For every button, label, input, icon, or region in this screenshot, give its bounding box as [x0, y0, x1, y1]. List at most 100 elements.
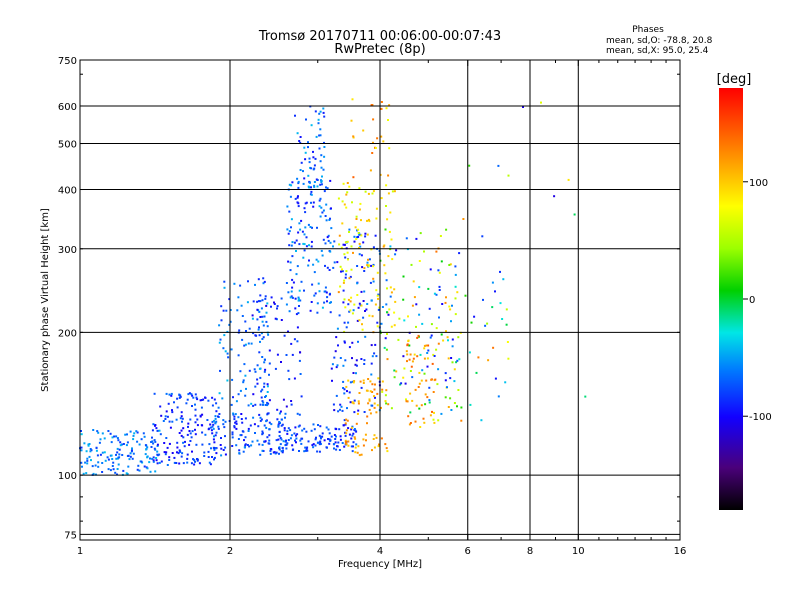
data-point — [121, 454, 124, 456]
data-point — [236, 309, 239, 312]
data-point — [262, 277, 265, 280]
data-point — [299, 439, 302, 442]
data-point — [129, 430, 132, 433]
data-point — [193, 459, 196, 462]
data-point — [243, 363, 246, 366]
data-point — [310, 193, 313, 196]
data-point — [318, 434, 321, 437]
data-point — [451, 304, 453, 307]
data-point — [245, 387, 247, 390]
data-point — [179, 450, 182, 453]
data-point — [280, 450, 283, 453]
data-point — [264, 404, 267, 406]
data-point — [337, 344, 339, 347]
data-point — [355, 422, 358, 425]
data-point — [203, 451, 206, 454]
data-point — [247, 280, 249, 283]
data-point — [372, 265, 375, 268]
data-point — [370, 248, 373, 251]
data-point — [409, 353, 412, 356]
data-point — [196, 424, 199, 427]
data-point — [242, 379, 245, 382]
data-point — [340, 405, 343, 408]
data-point — [294, 426, 297, 429]
data-point — [352, 372, 355, 374]
data-point — [196, 418, 199, 421]
data-point — [432, 418, 435, 421]
data-point — [430, 323, 433, 326]
data-point — [342, 182, 345, 185]
data-point — [426, 365, 429, 368]
data-point — [218, 392, 221, 395]
data-point — [386, 218, 389, 221]
data-point — [298, 222, 301, 225]
data-point — [379, 332, 382, 334]
data-point — [344, 431, 347, 434]
data-point — [347, 444, 350, 447]
data-point — [418, 313, 421, 316]
data-point — [375, 411, 378, 414]
data-point — [176, 441, 179, 444]
data-point — [286, 442, 289, 445]
data-point — [345, 206, 348, 209]
data-point — [303, 289, 305, 292]
data-point — [351, 357, 353, 360]
data-point — [285, 447, 288, 450]
data-point — [118, 456, 121, 459]
data-point — [379, 173, 382, 176]
data-point — [317, 260, 320, 263]
data-point — [201, 431, 204, 434]
data-point — [86, 459, 89, 462]
data-point — [244, 394, 247, 397]
data-point — [254, 385, 257, 388]
data-point — [439, 235, 442, 237]
data-point — [97, 431, 100, 434]
data-point — [418, 286, 421, 289]
data-point — [307, 174, 310, 177]
data-point — [260, 390, 263, 393]
data-point — [260, 307, 263, 310]
data-point — [235, 400, 238, 403]
data-point — [382, 245, 385, 248]
data-point — [219, 444, 222, 446]
data-point — [182, 436, 185, 439]
data-point — [411, 304, 414, 307]
data-point — [244, 443, 247, 446]
data-point — [352, 136, 355, 139]
data-point — [398, 317, 401, 320]
data-point — [96, 454, 99, 457]
data-point — [156, 453, 159, 456]
data-point — [180, 429, 183, 432]
data-point — [151, 429, 154, 432]
data-point — [263, 315, 266, 318]
data-point — [387, 119, 389, 121]
data-point — [303, 207, 306, 210]
data-point — [274, 367, 277, 370]
data-point — [303, 146, 306, 149]
data-point — [237, 354, 240, 357]
data-point — [364, 232, 367, 235]
data-point — [362, 379, 365, 382]
data-point — [341, 200, 344, 203]
data-point — [274, 317, 277, 320]
data-point — [363, 270, 366, 272]
data-point — [228, 298, 231, 301]
data-point — [196, 398, 199, 401]
data-point — [362, 382, 365, 384]
data-point — [295, 434, 297, 437]
data-point — [207, 399, 210, 402]
data-point — [314, 438, 317, 441]
data-point — [297, 297, 300, 300]
data-point — [372, 280, 375, 283]
data-point — [126, 441, 129, 444]
data-point — [416, 336, 419, 339]
scatter-points — [79, 98, 587, 476]
data-point — [329, 179, 332, 182]
data-point — [312, 156, 315, 159]
data-point — [156, 445, 159, 447]
data-point — [289, 296, 292, 299]
data-point — [438, 271, 441, 274]
data-point — [312, 201, 315, 204]
data-point — [357, 228, 360, 231]
data-point — [373, 395, 375, 398]
